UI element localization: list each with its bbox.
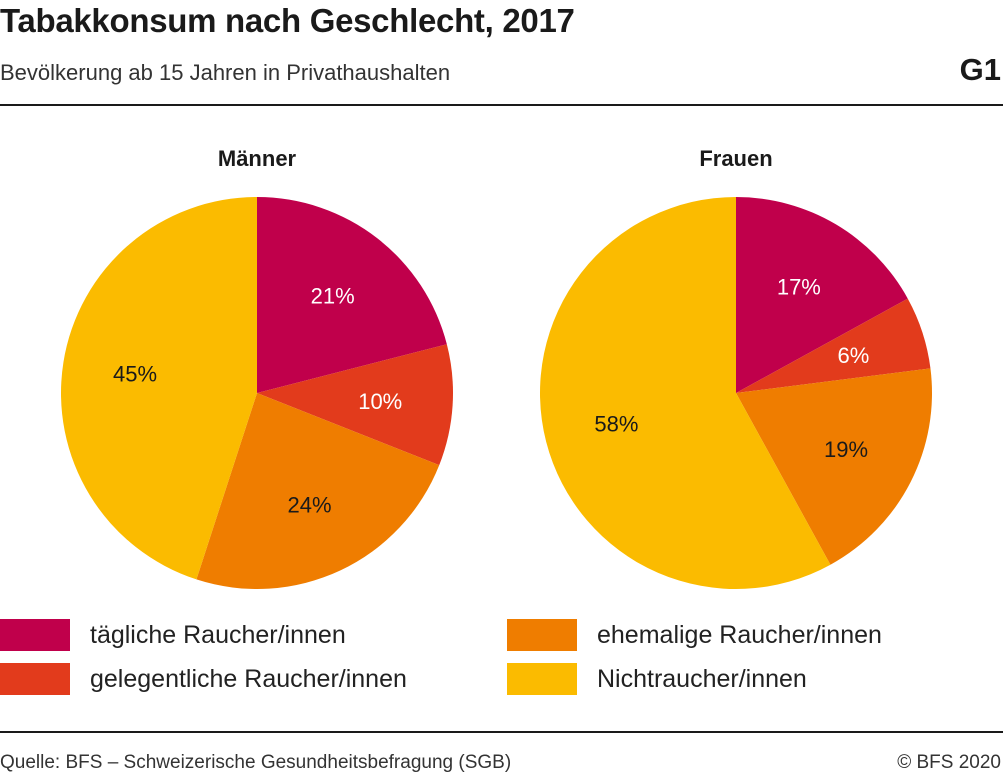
- chart-subtitle: Bevölkerung ab 15 Jahren in Privathausha…: [0, 60, 451, 85]
- legend-label-taeglich: tägliche Raucher/innen: [90, 620, 346, 649]
- copyright-note: © BFS 2020: [897, 752, 1001, 773]
- legend-item-taeglich: tägliche Raucher/innen: [0, 619, 346, 651]
- pie-frauen: Frauen 17% 6% 19% 58%: [539, 146, 932, 589]
- pie-maenner: Männer 21% 10% 24% 45%: [61, 146, 453, 589]
- slice-label-frauen-taeglich: 17%: [777, 275, 821, 300]
- legend-label-ehemalig: ehemalige Raucher/innen: [597, 620, 882, 649]
- header-divider: [0, 104, 1003, 106]
- slice-label-maenner-ehemalig: 24%: [288, 493, 332, 518]
- slice-label-maenner-gelegentlich: 10%: [358, 389, 402, 414]
- pie-charts: Männer 21% 10% 24% 45% Frauen 17% 6% 19% 58%: [61, 146, 932, 589]
- legend-item-gelegentlich: gelegentliche Raucher/innen: [0, 663, 407, 695]
- slice-maenner-ehemalig: [196, 393, 440, 589]
- legend: tägliche Raucher/innen gelegentliche Rau…: [0, 619, 1003, 699]
- slice-frauen-nichtraucher: [539, 197, 831, 589]
- legend-swatch-ehemalig: [507, 619, 577, 651]
- slice-label-maenner-nichtraucher: 45%: [113, 362, 157, 387]
- slice-label-frauen-nichtraucher: 58%: [594, 412, 638, 437]
- footer-divider: [0, 731, 1003, 733]
- slice-label-maenner-taeglich: 21%: [311, 283, 355, 308]
- slice-frauen-taeglich: [736, 197, 908, 393]
- legend-item-nichtraucher: Nichtraucher/innen: [507, 663, 807, 695]
- chart-title: Tabakkonsum nach Geschlecht, 2017: [0, 2, 575, 39]
- legend-item-ehemalig: ehemalige Raucher/innen: [507, 619, 882, 651]
- slice-frauen-ehemalig: [736, 368, 932, 565]
- slice-frauen-gelegentlich: [736, 298, 931, 393]
- slice-maenner-nichtraucher: [61, 197, 257, 580]
- slice-label-frauen-ehemalig: 19%: [824, 437, 868, 462]
- slice-maenner-taeglich: [257, 197, 447, 393]
- legend-swatch-gelegentlich: [0, 663, 70, 695]
- legend-swatch-nichtraucher: [507, 663, 577, 695]
- pie-title-frauen: Frauen: [699, 146, 772, 171]
- slice-maenner-gelegentlich: [257, 344, 453, 466]
- slice-label-frauen-gelegentlich: 6%: [838, 343, 870, 368]
- legend-label-gelegentlich: gelegentliche Raucher/innen: [90, 664, 407, 693]
- source-note: Quelle: BFS – Schweizerische Gesundheits…: [0, 752, 512, 773]
- graphic-number: G1: [959, 52, 1001, 87]
- pie-title-maenner: Männer: [218, 146, 297, 171]
- legend-label-nichtraucher: Nichtraucher/innen: [597, 664, 807, 693]
- legend-swatch-taeglich: [0, 619, 70, 651]
